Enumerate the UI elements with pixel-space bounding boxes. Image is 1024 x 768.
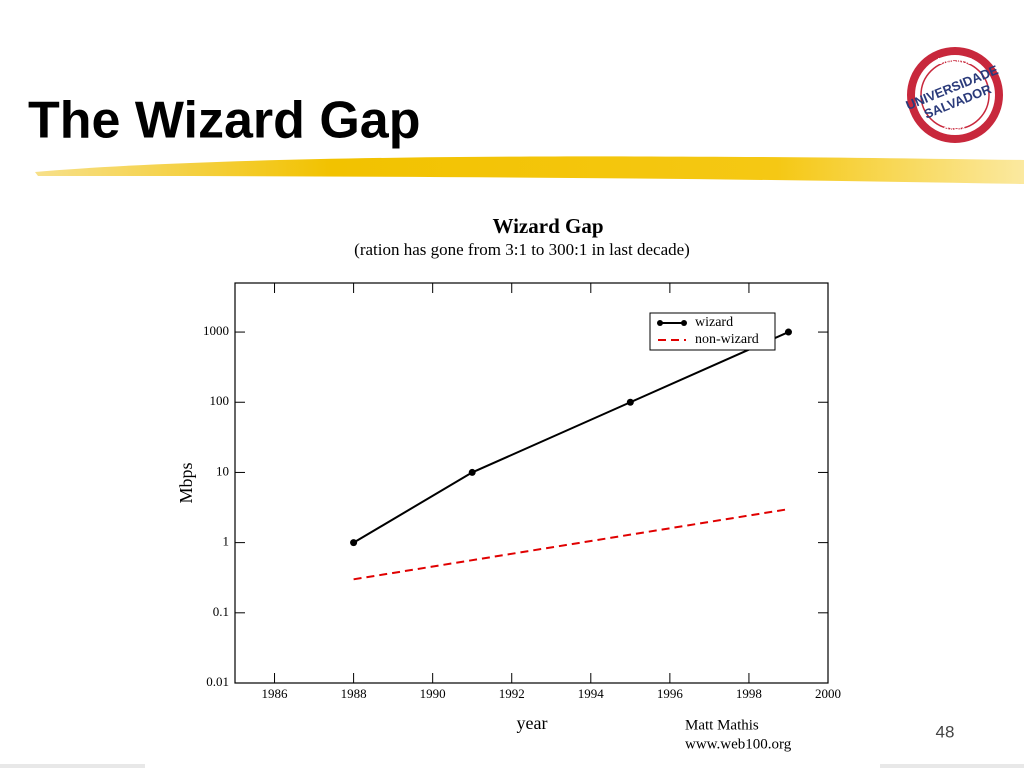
logo-text: BAHIA	[944, 127, 966, 134]
x-tick-label: 1988	[341, 686, 367, 701]
chart-title: Wizard Gap	[492, 214, 603, 238]
slide-title: The Wizard Gap	[28, 92, 420, 150]
legend-marker	[681, 320, 687, 326]
data-point	[626, 398, 634, 406]
legend-marker	[657, 320, 663, 326]
plot-frame	[234, 282, 829, 684]
x-tick-label: 2000	[815, 686, 841, 701]
x-axis-label: year	[517, 713, 548, 733]
page-number: 48	[936, 722, 955, 741]
x-tick-label: 1986	[262, 686, 289, 701]
legend-box	[649, 312, 776, 351]
legend-label: non-wizard	[695, 332, 759, 347]
y-tick-label: 1	[223, 534, 230, 549]
data-point	[468, 468, 476, 476]
series-line	[353, 508, 789, 581]
y-tick-label: 0.01	[206, 674, 229, 689]
y-tick-label: 1000	[203, 323, 229, 338]
logo-ring	[907, 47, 1003, 143]
footer-bar	[880, 764, 1024, 768]
x-tick-label: 1992	[499, 686, 525, 701]
legend-label: wizard	[695, 315, 733, 330]
y-axis-label: Mbps	[176, 462, 196, 503]
title-underline	[35, 156, 1024, 184]
chart-subtitle: (ration has gone from 3:1 to 300:1 in la…	[354, 240, 690, 259]
x-tick-label: 1998	[736, 686, 762, 701]
logo-text: UNIFACS	[937, 57, 973, 66]
y-tick-label: 0.1	[213, 604, 229, 619]
data-point	[350, 539, 358, 547]
x-tick-label: 1990	[420, 686, 446, 701]
x-tick-label: 1996	[657, 686, 684, 701]
footer-bar	[0, 764, 145, 768]
logo: UNIFACS UNIVERSIDADE SALVADOR BAHIA	[904, 47, 1003, 143]
credit: Matt Mathis	[685, 717, 759, 733]
logo-inner	[920, 60, 990, 130]
y-tick-label: 10	[216, 463, 229, 478]
data-point	[784, 328, 792, 336]
series-line	[353, 331, 789, 544]
y-tick-label: 100	[210, 393, 230, 408]
credit: www.web100.org	[685, 736, 792, 752]
x-tick-label: 1994	[578, 686, 605, 701]
